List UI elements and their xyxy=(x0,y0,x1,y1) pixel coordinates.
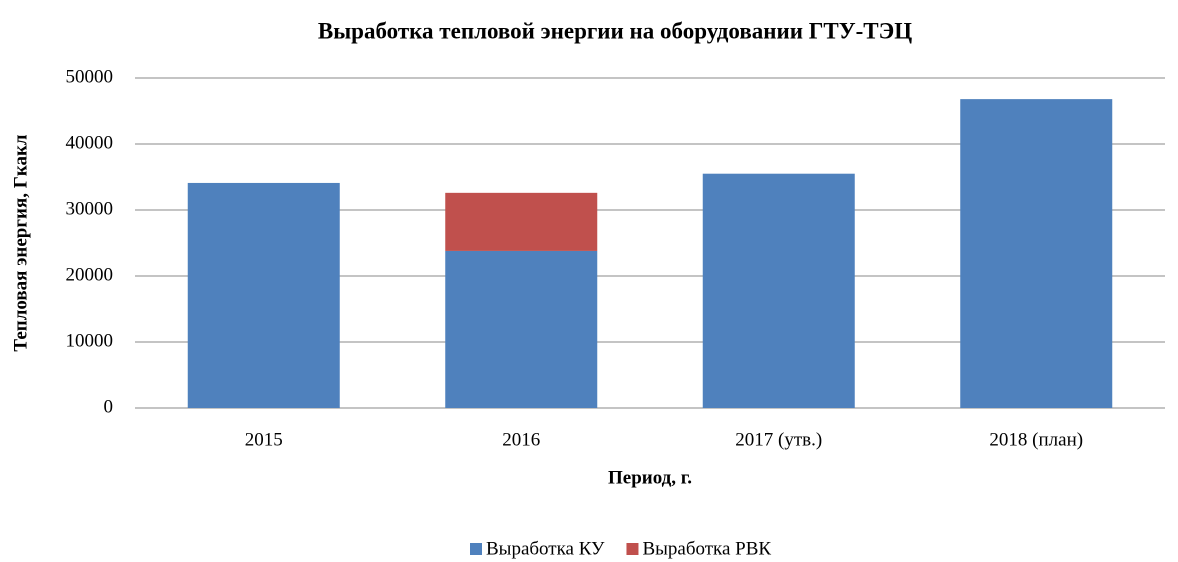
y-axis-label: Тепловая энергия, Гкакл xyxy=(10,134,31,352)
y-tick-label: 50000 xyxy=(66,66,114,87)
y-tick-label: 20000 xyxy=(66,264,114,285)
x-tick-label: 2015 xyxy=(245,429,283,450)
x-axis-label: Период, г. xyxy=(608,467,692,488)
x-tick-label: 2017 (утв.) xyxy=(735,429,822,450)
bar-segment xyxy=(445,192,598,251)
legend-label: Выработка РВК xyxy=(642,538,771,559)
y-tick-label: 40000 xyxy=(66,132,114,153)
legend-label: Выработка КУ xyxy=(486,538,605,559)
x-tick-label: 2016 xyxy=(502,429,540,450)
y-tick-label: 30000 xyxy=(66,198,114,219)
bar-segment xyxy=(445,250,598,408)
legend-swatch xyxy=(470,543,482,555)
legend-swatch xyxy=(626,543,639,555)
bar-segment xyxy=(960,99,1113,409)
bar-segment xyxy=(187,182,340,408)
chart-title: Выработка тепловой энергии на оборудован… xyxy=(318,18,912,43)
y-tick-label: 0 xyxy=(104,396,114,417)
y-tick-label: 10000 xyxy=(66,330,114,351)
bar-segment xyxy=(702,173,855,408)
x-tick-label: 2018 (план) xyxy=(989,429,1083,450)
